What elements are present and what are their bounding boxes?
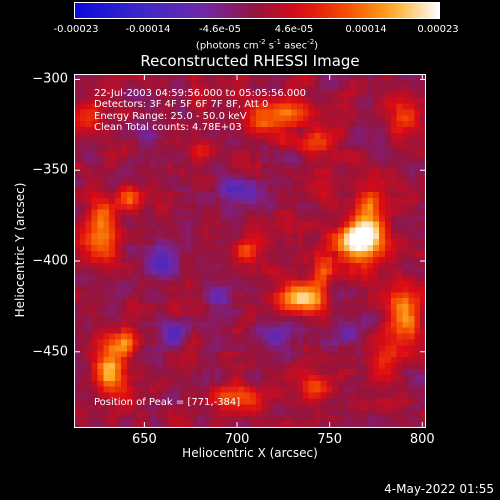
x-tick-label: 650 xyxy=(131,432,157,447)
y-tick-label: −350 xyxy=(32,162,68,178)
annotation-peak: Position of Peak = [771,-384] xyxy=(94,397,241,408)
colorbar xyxy=(74,2,440,19)
colorbar-unit-label: (photons cm-2 s-1 asec-2) xyxy=(195,38,319,52)
y-tick-label: −450 xyxy=(32,344,68,360)
x-tick-label: 700 xyxy=(224,432,250,447)
annotation-clean: Clean Total counts: 4.78E+03 xyxy=(94,122,242,133)
annotation-energy: Energy Range: 25.0 - 50.0 keV xyxy=(94,111,247,122)
colorbar-tick-label: -0.00014 xyxy=(125,24,171,35)
x-tick-label: 800 xyxy=(409,432,435,447)
date-stamp: 4-May-2022 01:55 xyxy=(384,482,494,496)
y-tick-label: −400 xyxy=(32,253,68,269)
colorbar-tick-label: 4.6e-05 xyxy=(274,24,314,35)
colorbar-tick-label: 0.00014 xyxy=(345,24,387,35)
y-tick-label: −300 xyxy=(32,71,68,87)
colorbar-tick-label: -0.00023 xyxy=(53,24,99,35)
annotation-detectors: Detectors: 3F 4F 5F 6F 7F 8F, Att 0 xyxy=(94,99,269,110)
y-axis-label: Heliocentric Y (arcsec) xyxy=(13,182,27,318)
colorbar-tick-label: 0.00023 xyxy=(417,24,459,35)
plot-area xyxy=(74,74,426,428)
heatmap-image xyxy=(74,74,426,428)
x-tick-label: 750 xyxy=(317,432,343,447)
chart-title: Reconstructed RHESSI Image xyxy=(140,52,360,70)
colorbar-tick-label: -4.6e-05 xyxy=(199,24,241,35)
annotation-time: 22-Jul-2003 04:59:56.000 to 05:05:56.000 xyxy=(94,88,306,99)
x-axis-label: Heliocentric X (arcsec) xyxy=(182,446,318,460)
